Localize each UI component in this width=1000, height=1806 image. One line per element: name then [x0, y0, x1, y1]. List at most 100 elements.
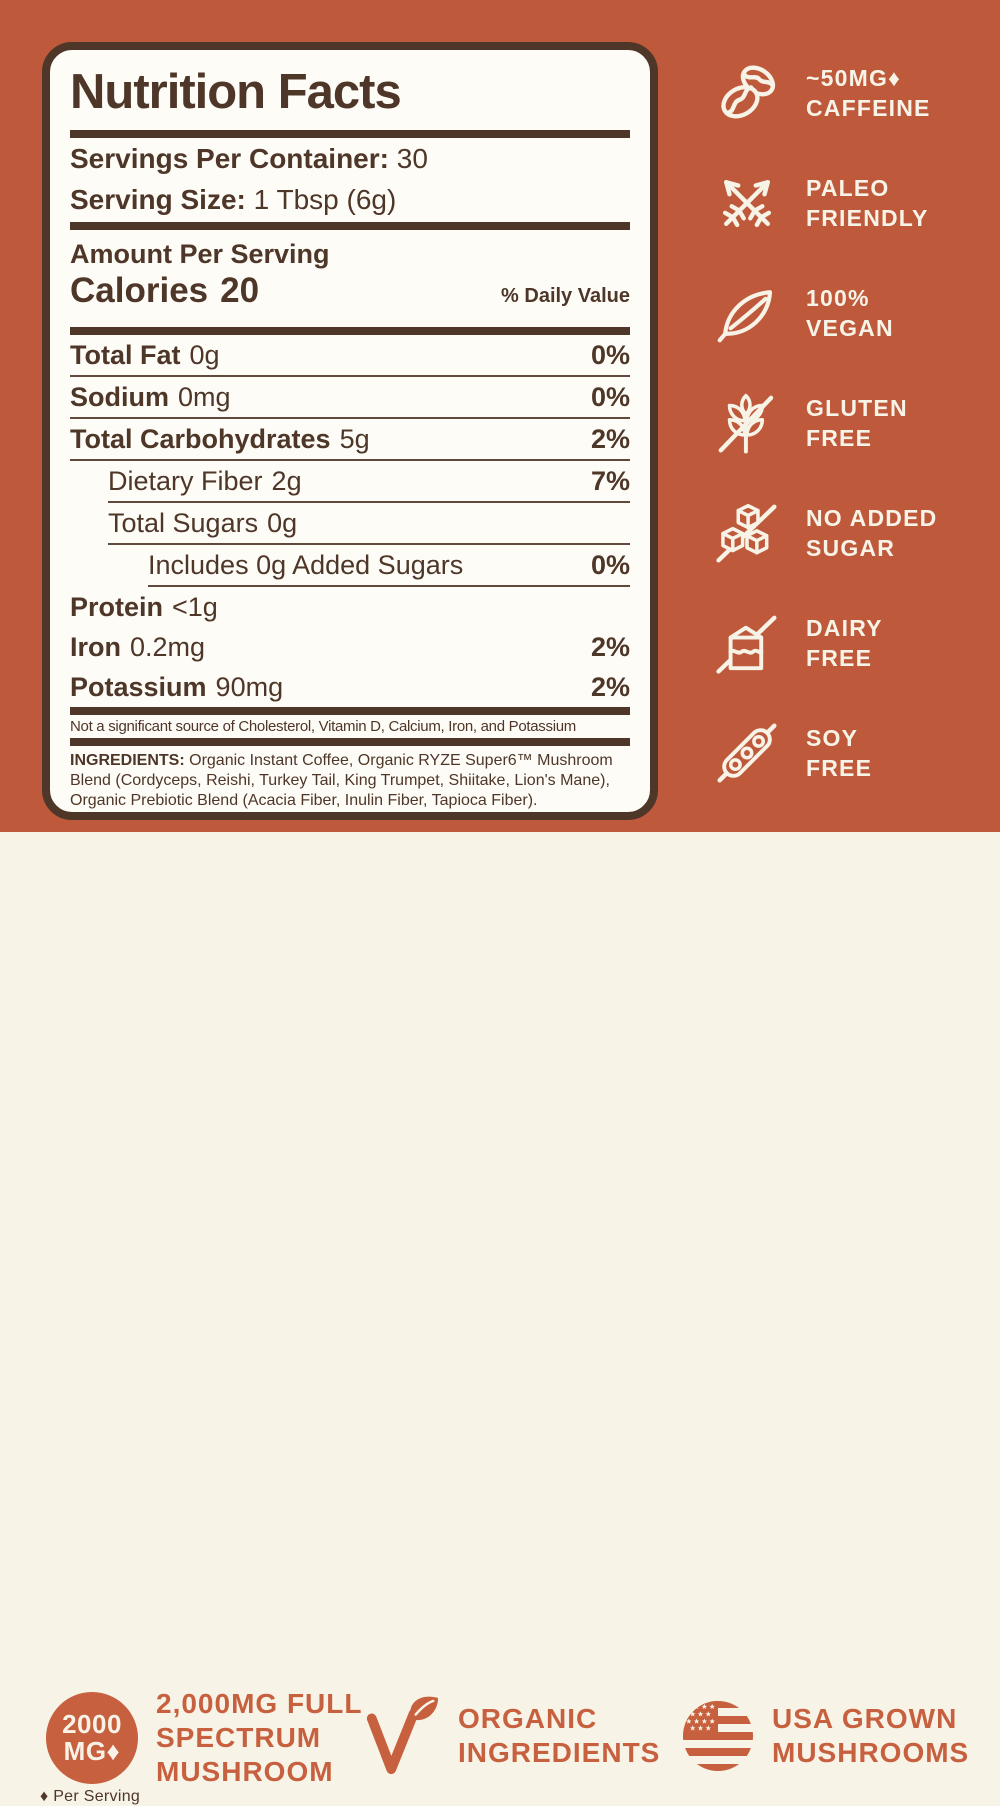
badge-line: ~50MG♦	[806, 65, 901, 91]
divider-thick	[70, 130, 630, 138]
badge-no-added-sugar: NO ADDED SUGAR	[712, 496, 992, 570]
nutrient-daily-value: 2%	[590, 671, 630, 702]
badge-line: 2,000MG FULL	[156, 1688, 363, 1719]
daily-value-header: % Daily Value	[501, 285, 630, 307]
badge-label: USA GROWN MUSHROOMS	[772, 1702, 969, 1770]
servings-value: 30	[396, 143, 428, 174]
calories-value: 20	[220, 271, 260, 310]
badge-line: USA GROWN	[772, 1703, 958, 1734]
nutrient-name: Sodium	[70, 381, 169, 412]
divider-thick	[70, 707, 630, 715]
ingredients-label: INGREDIENTS:	[70, 752, 185, 769]
bottom-strip: 2000 MG♦ 2,000MG FULL SPECTRUM MUSHROOM …	[0, 832, 1000, 1805]
wheat-slash-icon	[718, 393, 774, 454]
nutrient-name: Dietary Fiber	[108, 465, 263, 496]
divider-thick	[70, 327, 630, 335]
badge-label: DAIRY FREE	[806, 613, 883, 673]
serving-size-label: Serving Size:	[70, 184, 246, 215]
row-added-sugars: Includes 0g Added Sugars 0%	[70, 545, 630, 585]
badge-label: 100% VEGAN	[806, 283, 894, 343]
nutrient-daily-value: 7%	[590, 465, 630, 496]
nutrient-name: Total Carbohydrates	[70, 423, 331, 454]
divider-thin	[108, 543, 630, 545]
soy-pod-slash-icon	[717, 723, 777, 783]
divider-thin	[70, 459, 630, 461]
badge-label: GLUTEN FREE	[806, 393, 908, 453]
badge-gluten-free: GLUTEN FREE	[712, 386, 992, 460]
badge-dairy-free: DAIRY FREE	[712, 606, 992, 680]
nutrient-amount: 0g	[189, 339, 220, 370]
sugar-cubes-slash-icon	[716, 503, 777, 563]
badge-label: NO ADDED SUGAR	[806, 503, 937, 563]
divider-thin	[70, 417, 630, 419]
nutrient-name: Total Sugars	[108, 507, 259, 538]
nutrient-daily-value: 2%	[590, 631, 630, 662]
servings-per-container-line: Servings Per Container: 30	[70, 138, 630, 179]
row-total-sugars: Total Sugars 0g	[70, 503, 630, 543]
nutrient-amount: <1g	[172, 591, 218, 622]
nutrient-name: Total Fat	[70, 339, 181, 370]
ingredients-text: Organic Instant Coffee, Organic RYZE Sup…	[70, 752, 613, 809]
badge-paleo-friendly: PALEO FRIENDLY	[712, 166, 992, 240]
nutrient-name: Includes 0g Added Sugars	[148, 549, 464, 580]
usa-flag-icon	[682, 1700, 754, 1772]
milk-carton-slash-icon	[716, 615, 777, 674]
badge-vegan: 100% VEGAN	[712, 276, 992, 350]
divider-thick	[70, 222, 630, 230]
row-total-fat: Total Fat 0g 0%	[70, 335, 630, 375]
badge-line: ORGANIC	[458, 1703, 598, 1734]
row-iron: Iron 0.2mg 2%	[70, 627, 630, 667]
panel-title: Nutrition Facts	[70, 65, 402, 119]
organic-check-leaf-icon	[366, 1696, 439, 1775]
badge-line: MUSHROOM	[156, 1756, 334, 1787]
badge-line: SOY	[806, 725, 859, 751]
2000mg-circle-badge: 2000 MG♦	[46, 1692, 138, 1784]
nutrient-amount: 0g	[267, 507, 298, 538]
divider-thin	[108, 501, 630, 503]
badge-label: ~50MG♦ CAFFEINE	[806, 63, 931, 123]
badge-line: NO ADDED	[806, 505, 938, 531]
coffee-beans-icon	[721, 65, 776, 119]
divider-thick	[70, 738, 630, 746]
divider-thin	[148, 585, 630, 587]
badge-2000mg-mushroom: 2000 MG♦ 2,000MG FULL SPECTRUM MUSHROOM	[46, 1688, 362, 1788]
circle-line: 2000	[62, 1709, 122, 1739]
nutrient-name: Iron	[70, 631, 121, 662]
nutrient-daily-value: 2%	[590, 423, 630, 454]
badge-label: PALEO FRIENDLY	[806, 173, 929, 233]
nutrient-daily-value: 0%	[590, 549, 630, 580]
badge-line: VEGAN	[806, 315, 894, 341]
divider-thin	[70, 375, 630, 377]
badge-line: INGREDIENTS	[458, 1737, 661, 1768]
nutrient-daily-value: 0%	[590, 339, 630, 370]
row-dietary-fiber: Dietary Fiber 2g 7%	[70, 461, 630, 501]
per-serving-footnote: ♦ Per Serving	[40, 1788, 141, 1805]
badge-label: ORGANIC INGREDIENTS	[458, 1702, 660, 1770]
amount-per-serving: Amount Per Serving	[70, 239, 330, 269]
row-total-carbohydrates: Total Carbohydrates 5g 2%	[70, 419, 630, 459]
badge-line: DAIRY	[806, 615, 883, 641]
calories-label: Calories	[70, 271, 209, 310]
calories-row: Calories 20 % Daily Value	[70, 270, 630, 317]
circle-line: MG♦	[63, 1736, 121, 1766]
nutrient-amount: 0mg	[178, 381, 231, 412]
row-protein: Protein <1g	[70, 587, 630, 627]
badge-line: CAFFEINE	[806, 95, 931, 121]
badge-caffeine: ~50MG♦ CAFFEINE	[712, 56, 992, 130]
nutrient-daily-value: 0%	[590, 381, 630, 412]
badge-line: FREE	[806, 645, 873, 671]
nutrient-amount: 0.2mg	[130, 631, 206, 662]
badge-label: 2,000MG FULL SPECTRUM MUSHROOM	[156, 1687, 362, 1789]
badge-line: MUSHROOMS	[772, 1737, 970, 1768]
right-badge-column: ~50MG♦ CAFFEINE PALEO FRIENDLY 100% VEG	[712, 56, 992, 826]
badge-label: SOY FREE	[806, 723, 872, 783]
badge-line: SPECTRUM	[156, 1722, 322, 1753]
ingredients-paragraph: INGREDIENTS: Organic Instant Coffee, Org…	[70, 751, 630, 811]
leaf-icon	[717, 290, 773, 343]
badge-line: FRIENDLY	[806, 205, 929, 231]
badge-line: GLUTEN	[806, 395, 908, 421]
badge-line: FREE	[806, 425, 873, 451]
row-sodium: Sodium 0mg 0%	[70, 377, 630, 417]
badge-line: 100%	[806, 285, 870, 311]
servings-label: Servings Per Container:	[70, 143, 389, 174]
